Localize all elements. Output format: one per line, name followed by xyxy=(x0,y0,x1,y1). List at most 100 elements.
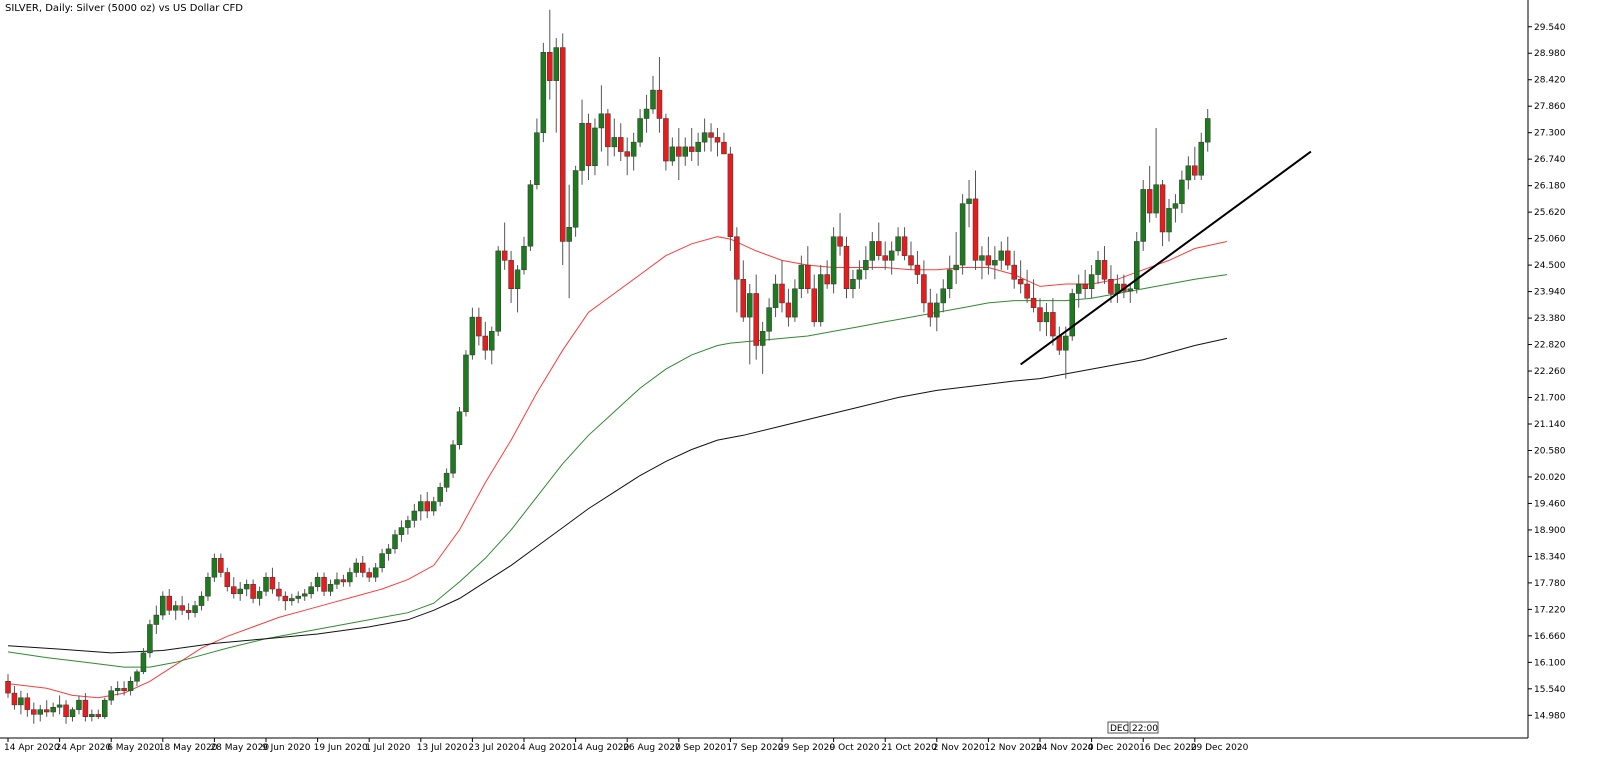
candle-body xyxy=(76,699,82,710)
candle xyxy=(1166,198,1172,242)
candle-body xyxy=(172,605,179,611)
candle xyxy=(198,591,205,611)
candle-body xyxy=(559,47,566,242)
y-tick-label: 23.940 xyxy=(1534,288,1566,298)
time-badge-month-box xyxy=(1107,721,1129,734)
candle xyxy=(11,685,18,710)
candle xyxy=(1069,288,1075,341)
candle xyxy=(940,279,946,313)
candle-body xyxy=(766,307,772,332)
y-tick-label: 23.380 xyxy=(1534,314,1566,324)
candle-body xyxy=(385,548,392,554)
candle xyxy=(643,94,650,133)
candle xyxy=(469,307,476,360)
y-tick-label: 20.580 xyxy=(1534,446,1566,456)
candle xyxy=(108,685,114,705)
candle-body xyxy=(824,274,830,285)
candle xyxy=(289,593,295,606)
candle-body xyxy=(243,584,250,590)
candle-body xyxy=(250,584,256,599)
x-tick-label: 19 Jun 2020 xyxy=(314,743,368,753)
candle xyxy=(701,118,708,152)
candle xyxy=(256,586,263,606)
candle xyxy=(676,127,682,180)
candle xyxy=(921,260,927,313)
x-tick-label: 24 Nov 2020 xyxy=(1036,743,1094,753)
candle-body xyxy=(463,354,469,412)
x-tick-label: 21 Oct 2020 xyxy=(881,743,937,753)
candle-body xyxy=(792,288,798,318)
y-tick-label: 28.420 xyxy=(1534,76,1566,86)
candle xyxy=(1088,265,1095,299)
candle xyxy=(50,702,56,717)
candle xyxy=(946,255,953,299)
candle-body xyxy=(1095,260,1101,275)
candle xyxy=(824,260,830,289)
candle-body xyxy=(992,260,998,266)
y-tick-label: 17.220 xyxy=(1534,605,1566,615)
candle xyxy=(934,293,940,332)
candle-body xyxy=(372,567,379,578)
candle-body xyxy=(1204,118,1211,143)
candle xyxy=(334,572,340,590)
candle xyxy=(785,288,792,327)
candle-body xyxy=(740,279,747,318)
candle xyxy=(966,179,972,228)
candle-body xyxy=(1082,283,1088,289)
candle xyxy=(695,132,701,166)
moving-average-line-1 xyxy=(7,236,1228,699)
candle-body xyxy=(411,510,418,521)
y-tick-label: 18.900 xyxy=(1534,526,1566,536)
candle-body xyxy=(1030,297,1037,308)
candle-body xyxy=(598,113,605,129)
candle-body xyxy=(360,562,366,573)
candle-body xyxy=(340,579,347,583)
x-tick-label: 2 Nov 2020 xyxy=(933,743,985,753)
candle-body xyxy=(727,153,734,237)
candle xyxy=(972,170,979,270)
candle xyxy=(837,213,843,256)
candle-body xyxy=(166,595,172,611)
candle xyxy=(1082,269,1088,299)
candle xyxy=(1198,132,1204,180)
candle-body xyxy=(334,579,340,585)
candle xyxy=(534,118,540,190)
candle-body xyxy=(127,681,134,691)
moving-average-line-3 xyxy=(7,337,1228,654)
x-tick-label: 26 Aug 2020 xyxy=(623,743,681,753)
candle xyxy=(372,563,379,582)
candle xyxy=(650,75,656,114)
candle xyxy=(301,589,308,601)
candle xyxy=(747,284,753,365)
candle xyxy=(360,555,366,578)
candle-body xyxy=(1101,260,1108,280)
trendline[interactable] xyxy=(1020,150,1312,366)
candle xyxy=(708,123,714,152)
candle xyxy=(805,246,811,294)
candle-body xyxy=(24,697,31,710)
candle xyxy=(811,274,817,327)
candle xyxy=(1140,179,1146,251)
candle-body xyxy=(301,593,308,597)
candle xyxy=(914,250,921,285)
price-axis[interactable]: 14.980 15.540 16.100 16.660 17.220 17.780 18.3… xyxy=(1528,23,1566,722)
x-tick-label: 16 Dec 2020 xyxy=(1139,743,1197,753)
x-tick-label: 23 Jul 2020 xyxy=(468,743,519,753)
trendline-line xyxy=(1020,150,1312,366)
x-tick-label: 1 Jul 2020 xyxy=(365,743,410,753)
candle-body xyxy=(134,671,140,682)
candle-body xyxy=(592,127,598,167)
candle xyxy=(1146,165,1153,223)
x-tick-label: 9 Jun 2020 xyxy=(262,743,311,753)
candle xyxy=(721,132,727,155)
candle-body xyxy=(218,558,224,573)
candle xyxy=(547,9,553,100)
candle xyxy=(1050,298,1056,346)
candle xyxy=(482,321,489,360)
candle-body xyxy=(95,714,102,717)
candle xyxy=(792,279,798,322)
candle xyxy=(314,572,321,592)
candle xyxy=(669,137,676,166)
